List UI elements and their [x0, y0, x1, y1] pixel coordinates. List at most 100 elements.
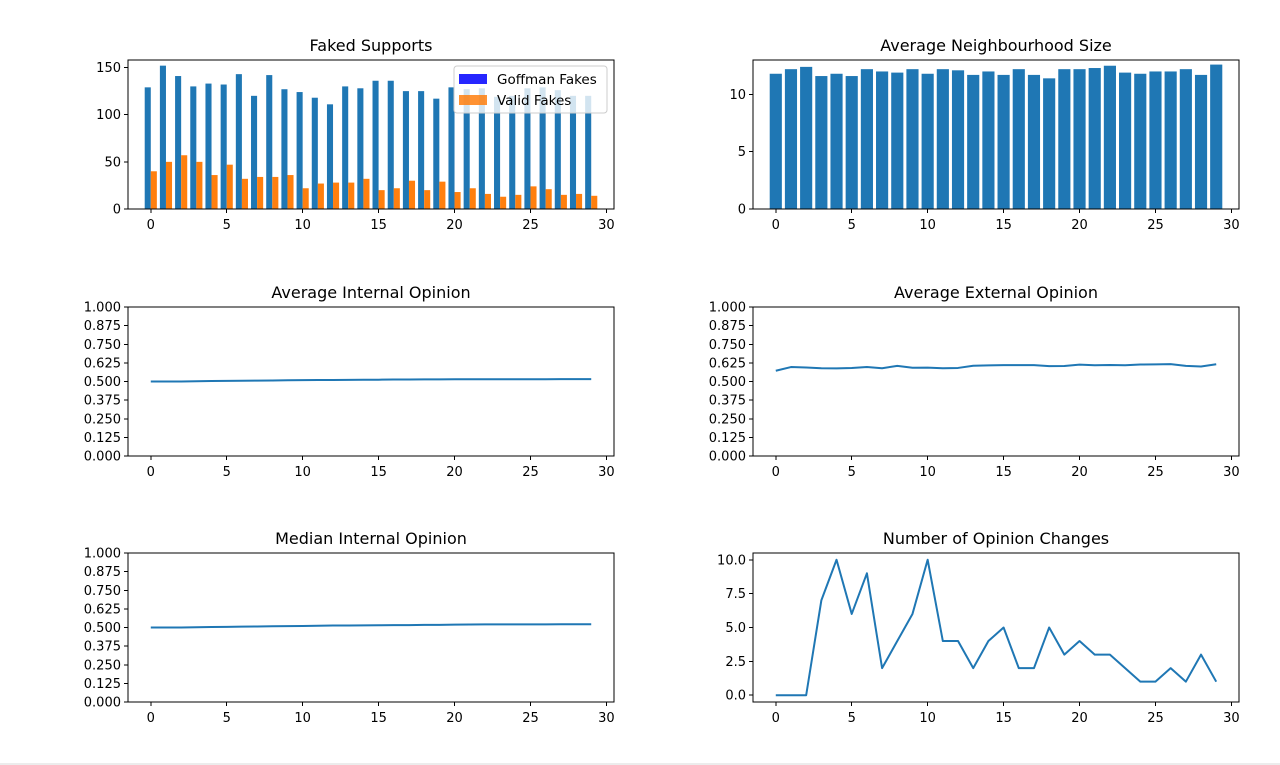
- legend-swatch: [459, 74, 487, 84]
- x-tick-label: 15: [995, 218, 1012, 233]
- x-tick-label: 25: [1147, 218, 1164, 233]
- y-tick-label: 0.750: [709, 338, 746, 353]
- y-tick-label: 10.0: [717, 553, 746, 568]
- y-tick-label: 0.0: [725, 689, 746, 704]
- chart-median-internal-opinion: Median Internal Opinion 0 5 10 15 20 25 30 0.000…: [84, 529, 615, 726]
- chart-avg-external-opinion: Average External Opinion 0 5 10 15 20 25 30 0.00…: [709, 283, 1240, 480]
- bar-valid-fakes-13: [348, 182, 355, 209]
- bar-22: [1103, 65, 1116, 209]
- bar-19: [1058, 69, 1071, 210]
- x-tick-label: 5: [848, 465, 856, 480]
- bar-24: [1134, 73, 1147, 209]
- bar-valid-fakes-7: [257, 176, 264, 209]
- bar-goffman-fakes-9: [281, 89, 288, 209]
- bar-goffman-fakes-14: [357, 88, 364, 209]
- bar-valid-fakes-16: [393, 188, 400, 209]
- legend: Goffman Fakes Valid Fakes: [453, 65, 608, 114]
- y-tick-label: 5.0: [725, 621, 746, 636]
- bar-7: [876, 71, 889, 209]
- x-tick-label: 30: [1223, 465, 1240, 480]
- y-tick-label: 0.125: [709, 431, 746, 446]
- y-tick-label: 0.625: [709, 356, 746, 371]
- bar-9: [906, 69, 919, 210]
- bar-11: [936, 69, 949, 210]
- bar-valid-fakes-22: [484, 193, 491, 209]
- y-tick-label: 0.875: [709, 319, 746, 334]
- bar-goffman-fakes-29: [585, 95, 592, 209]
- y-tick-label: 0.250: [709, 412, 746, 427]
- chart-title: Number of Opinion Changes: [883, 529, 1109, 548]
- bar-6: [860, 69, 873, 210]
- x-tick-label: 10: [919, 711, 936, 726]
- x-tick-label: 25: [522, 218, 539, 233]
- x-tick-label: 15: [995, 465, 1012, 480]
- bar-17: [1027, 74, 1041, 210]
- bar-valid-fakes-26: [545, 189, 552, 209]
- bar-goffman-fakes-27: [554, 90, 561, 209]
- bar-valid-fakes-21: [469, 188, 476, 209]
- y-tick-label: 0.250: [84, 658, 121, 673]
- axes-frame: [127, 59, 615, 210]
- x-tick-label: 20: [1071, 711, 1088, 726]
- bar-18: [1043, 78, 1056, 209]
- y-tick-label: 150: [96, 61, 121, 76]
- bar-valid-fakes-10: [302, 188, 309, 209]
- x-tick-label: 25: [522, 465, 539, 480]
- series-line: [150, 378, 592, 383]
- x-tick-label: 25: [1147, 711, 1164, 726]
- x-tick-label: 10: [919, 465, 936, 480]
- x-tick-label: 15: [370, 711, 387, 726]
- bar-27: [1179, 69, 1192, 210]
- x-tick-label: 30: [1223, 711, 1240, 726]
- x-tick-label: 5: [848, 218, 856, 233]
- bar-valid-fakes-4: [211, 175, 218, 209]
- chart-num-opinion-changes: Number of Opinion Changes 0 5 10 15 20 25 30 0.0…: [717, 529, 1240, 726]
- bar-valid-fakes-2: [181, 155, 188, 209]
- bar-goffman-fakes-19: [433, 98, 440, 209]
- bar-valid-fakes-20: [454, 192, 461, 209]
- bar-3: [815, 76, 828, 210]
- bar-15: [997, 74, 1010, 210]
- legend-label: Valid Fakes: [497, 93, 571, 109]
- bar-valid-fakes-27: [560, 194, 567, 209]
- bar-valid-fakes-9: [287, 175, 294, 209]
- bar-goffman-fakes-1: [159, 65, 166, 209]
- chart-title: Faked Supports: [310, 36, 433, 55]
- x-tick-label: 25: [1147, 465, 1164, 480]
- axes-frame: [752, 552, 1240, 703]
- chart-title: Average External Opinion: [894, 283, 1098, 302]
- x-tick-label: 0: [772, 465, 780, 480]
- bar-goffman-fakes-11: [311, 97, 318, 209]
- y-tick-label: 10: [729, 88, 746, 103]
- bar-29: [1210, 64, 1223, 209]
- bar-4: [830, 73, 843, 209]
- bar-valid-fakes-14: [363, 178, 370, 209]
- bar-goffman-fakes-12: [326, 104, 334, 209]
- chart-title: Median Internal Opinion: [275, 529, 467, 548]
- x-tick-label: 5: [223, 711, 231, 726]
- x-tick-label: 5: [223, 218, 231, 233]
- y-tick-label: 0.500: [709, 375, 746, 390]
- bar-goffman-fakes-13: [342, 86, 349, 209]
- bar-valid-fakes-0: [150, 171, 157, 209]
- bar-25: [1149, 71, 1162, 209]
- bar-goffman-fakes-18: [418, 91, 425, 209]
- series-line: [775, 558, 1218, 697]
- y-tick-label: 0.750: [84, 584, 121, 599]
- bar-valid-fakes-29: [591, 195, 598, 209]
- x-tick-label: 15: [995, 711, 1012, 726]
- legend-label: Goffman Fakes: [497, 72, 597, 88]
- x-tick-label: 30: [598, 465, 615, 480]
- series-line: [150, 623, 592, 629]
- bar-goffman-fakes-26: [539, 87, 546, 209]
- bar-goffman-fakes-5: [220, 84, 227, 209]
- y-tick-label: 1.000: [709, 301, 746, 316]
- y-tick-label: 50: [104, 155, 121, 170]
- x-tick-label: 15: [370, 465, 387, 480]
- bar-goffman-fakes-24: [509, 95, 516, 209]
- y-tick-label: 0.375: [84, 394, 121, 409]
- y-tick-label: 0.125: [84, 677, 121, 692]
- bar-goffman-fakes-7: [251, 95, 258, 209]
- bar-26: [1164, 71, 1177, 209]
- axes-frame: [752, 59, 1240, 210]
